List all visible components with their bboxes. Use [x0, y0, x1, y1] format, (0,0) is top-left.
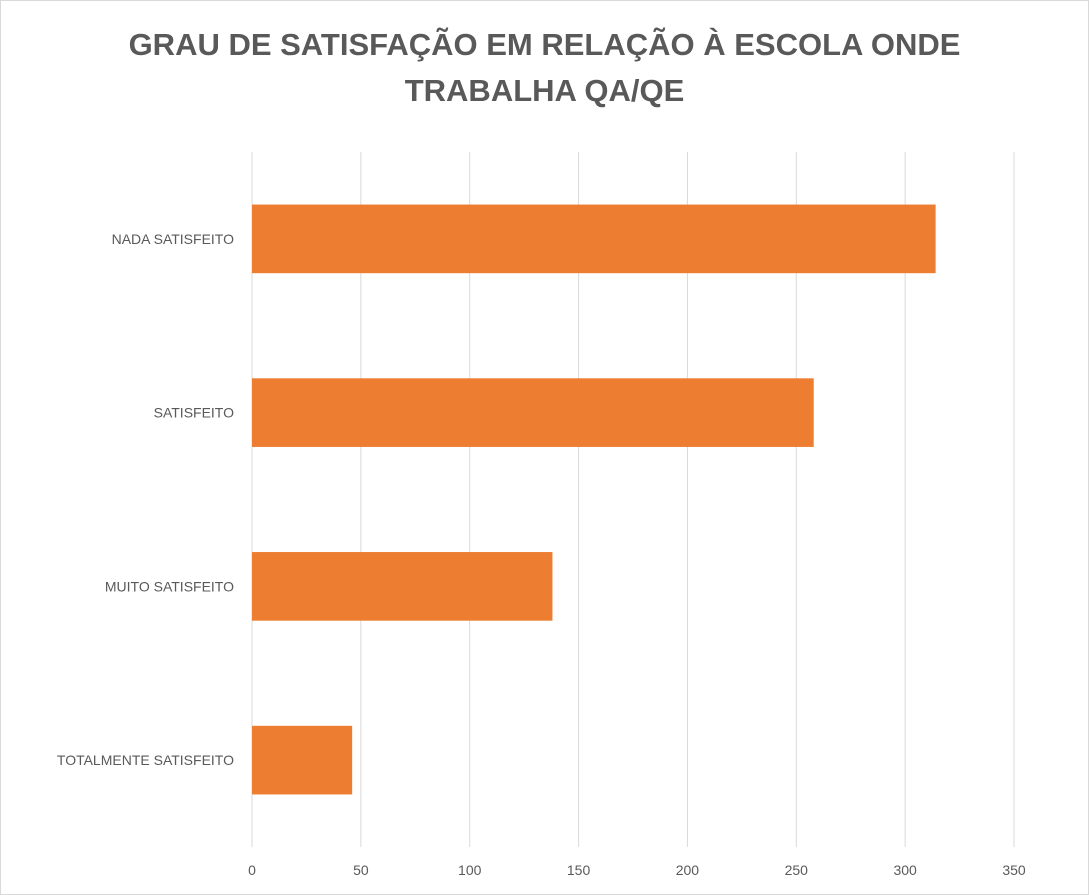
x-tick-label: 250 [785, 862, 809, 878]
x-tick-label: 300 [893, 862, 917, 878]
category-label: NADA SATISFEITO [112, 231, 235, 247]
chart-title: GRAU DE SATISFAÇÃO EM RELAÇÃO À ESCOLA O… [128, 27, 961, 108]
bars [252, 204, 936, 795]
category-label: TOTALMENTE SATISFEITO [57, 752, 234, 768]
category-label: MUITO SATISFEITO [105, 578, 234, 594]
x-tick-label: 150 [567, 862, 591, 878]
x-tick-label: 50 [353, 862, 369, 878]
bar-totalmente-satisfeito [252, 725, 353, 795]
category-label: SATISFEITO [154, 405, 234, 421]
x-tick-label: 0 [248, 862, 256, 878]
x-tick-label: 100 [458, 862, 482, 878]
bar-muito-satisfeito [252, 552, 553, 621]
x-tick-label: 350 [1002, 862, 1026, 878]
x-tick-label: 200 [676, 862, 700, 878]
category-labels: NADA SATISFEITO SATISFEITO MUITO SATISFEIT… [57, 231, 234, 768]
bar-satisfeito [252, 378, 814, 447]
bar-nada-satisfeito [252, 204, 936, 274]
x-tick-labels: 0 50 100 150 200 250 300 350 [248, 862, 1026, 878]
